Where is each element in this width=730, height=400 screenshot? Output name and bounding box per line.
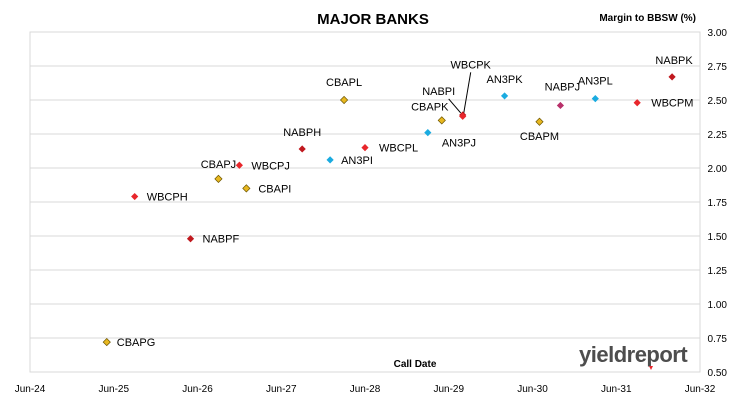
point-cbapj bbox=[214, 174, 223, 183]
y-tick-label: 2.00 bbox=[708, 164, 728, 175]
leader-nabpi bbox=[448, 98, 462, 114]
point-cbapk bbox=[437, 116, 446, 125]
label-wbcpm: WBCPM bbox=[651, 98, 693, 110]
x-tick-label: Jun-27 bbox=[266, 384, 297, 395]
x-tick-label: Jun-28 bbox=[350, 384, 381, 395]
logo-triangle-icon bbox=[649, 366, 653, 370]
x-tick-label: Jun-29 bbox=[433, 384, 464, 395]
x-axis-ticks: Jun-24 Jun-25 Jun-26 Jun-27 Jun-28 Jun-29 Jun-… bbox=[15, 384, 716, 395]
y-tick-label: 3.00 bbox=[708, 28, 728, 39]
label-nabpk: NABPK bbox=[655, 55, 693, 67]
point-an3pi bbox=[326, 156, 334, 164]
label-an3pk: AN3PK bbox=[487, 74, 524, 86]
y-tick-label: 1.75 bbox=[708, 198, 728, 209]
y-tick-label: 0.50 bbox=[708, 368, 728, 379]
point-wbcph bbox=[131, 192, 139, 201]
x-tick-label: Jun-26 bbox=[182, 384, 213, 395]
y-tick-label: 2.25 bbox=[708, 130, 728, 141]
point-nabpj bbox=[556, 101, 565, 110]
leader-wbcpk bbox=[463, 72, 472, 114]
point-wbcpl bbox=[361, 144, 369, 152]
label-wbcpj: WBCPJ bbox=[251, 160, 290, 172]
label-cbapg: CBAPG bbox=[117, 337, 156, 349]
label-an3pj: AN3PJ bbox=[442, 138, 476, 150]
yieldreport-logo: yieldreport bbox=[579, 342, 689, 370]
x-tick-label: Jun-25 bbox=[98, 384, 129, 395]
label-an3pl: AN3PL bbox=[578, 76, 613, 88]
y-tick-label: 2.75 bbox=[708, 62, 728, 73]
x-tick-label: Jun-31 bbox=[601, 384, 632, 395]
point-wbcpm bbox=[633, 99, 641, 107]
point-nabpk bbox=[668, 73, 676, 81]
label-cbapl: CBAPL bbox=[326, 77, 362, 89]
y-tick-label: 1.25 bbox=[708, 266, 728, 277]
label-cbapj: CBAPJ bbox=[201, 159, 236, 171]
x-axis-label: Call Date bbox=[394, 359, 437, 370]
y-tick-label: 2.50 bbox=[708, 96, 728, 107]
label-wbcph: WBCPH bbox=[147, 192, 188, 204]
point-an3pk bbox=[500, 92, 509, 100]
point-cbapm bbox=[535, 117, 544, 126]
point-nabph bbox=[298, 145, 306, 153]
y-tick-label: 1.50 bbox=[708, 232, 728, 243]
label-cbapi: CBAPI bbox=[258, 183, 291, 195]
label-cbapm: CBAPM bbox=[520, 131, 559, 143]
x-tick-label: Jun-24 bbox=[15, 384, 46, 395]
label-an3pi: AN3PI bbox=[341, 155, 373, 167]
label-nabpf: NABPF bbox=[203, 234, 240, 246]
x-tick-label: Jun-30 bbox=[517, 384, 548, 395]
leader-lines bbox=[448, 72, 472, 114]
y-axis-ticks: 0.50 0.75 1.00 1.25 1.50 1.75 2.00 2.25 2.50 2.75… bbox=[708, 28, 728, 379]
point-an3pl bbox=[591, 95, 599, 103]
label-cbapk: CBAPK bbox=[411, 101, 449, 113]
label-nabph: NABPH bbox=[283, 127, 321, 139]
label-wbcpl: WBCPL bbox=[379, 143, 418, 155]
label-nabpi: NABPI bbox=[422, 86, 455, 98]
point-wbcpj bbox=[235, 161, 243, 169]
plot-frame bbox=[29, 31, 701, 373]
point-cbapl bbox=[339, 95, 349, 105]
chart-title: MAJOR BANKS bbox=[317, 11, 429, 28]
y-axis-label: Margin to BBSW (%) bbox=[599, 13, 696, 24]
point-labels: CBAPG WBCPH NABPF CBAPJ WBCPJ CBAPI NABPH AN3PI… bbox=[117, 55, 694, 349]
point-nabpf bbox=[186, 235, 195, 243]
point-cbapg bbox=[102, 337, 111, 347]
point-wbcpk bbox=[459, 112, 467, 120]
y-tick-label: 0.75 bbox=[708, 334, 728, 345]
point-an3pj bbox=[424, 129, 432, 137]
point-cbapi bbox=[242, 184, 251, 193]
x-tick-label: Jun-32 bbox=[685, 384, 716, 395]
label-wbcpk: WBCPK bbox=[451, 59, 492, 71]
label-nabpj: NABPJ bbox=[545, 81, 580, 93]
y-tick-label: 1.00 bbox=[708, 300, 728, 311]
logo-text: yieldreport bbox=[579, 342, 688, 367]
data-points bbox=[102, 73, 676, 347]
